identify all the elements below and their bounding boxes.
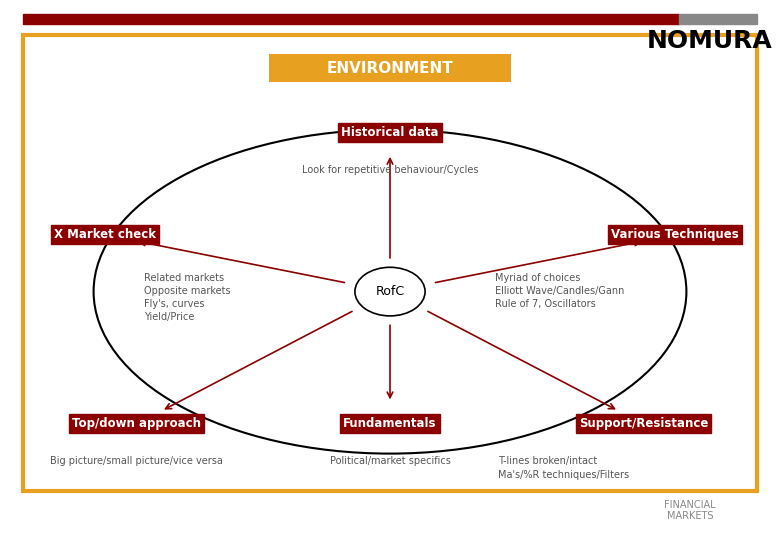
Text: Fundamentals: Fundamentals xyxy=(343,417,437,430)
Text: Myriad of choices
Elliott Wave/Candles/Gann
Rule of 7, Oscillators: Myriad of choices Elliott Wave/Candles/G… xyxy=(495,273,625,309)
Text: Related markets
Opposite markets
Fly's, curves
Yield/Price: Related markets Opposite markets Fly's, … xyxy=(144,273,231,322)
Text: Big picture/small picture/vice versa: Big picture/small picture/vice versa xyxy=(50,456,223,467)
Bar xyxy=(679,14,757,24)
Text: Support/Resistance: Support/Resistance xyxy=(579,417,708,430)
Text: Historical data: Historical data xyxy=(342,126,438,139)
Text: Political/market specifics: Political/market specifics xyxy=(330,456,450,467)
Text: Top/down approach: Top/down approach xyxy=(72,417,201,430)
Text: NOMURA: NOMURA xyxy=(647,29,773,52)
FancyBboxPatch shape xyxy=(23,35,757,491)
Bar xyxy=(23,14,679,24)
FancyBboxPatch shape xyxy=(269,54,511,82)
Text: T-lines broken/intact
Ma's/%R techniques/Filters: T-lines broken/intact Ma's/%R techniques… xyxy=(498,456,629,480)
Text: FINANCIAL
MARKETS: FINANCIAL MARKETS xyxy=(665,500,716,521)
Circle shape xyxy=(355,267,425,316)
Text: RofC: RofC xyxy=(375,285,405,298)
Text: ENVIRONMENT: ENVIRONMENT xyxy=(327,60,453,76)
Text: X Market check: X Market check xyxy=(55,228,156,241)
Text: Look for repetitive behaviour/Cycles: Look for repetitive behaviour/Cycles xyxy=(302,165,478,175)
Text: Various Techniques: Various Techniques xyxy=(611,228,739,241)
